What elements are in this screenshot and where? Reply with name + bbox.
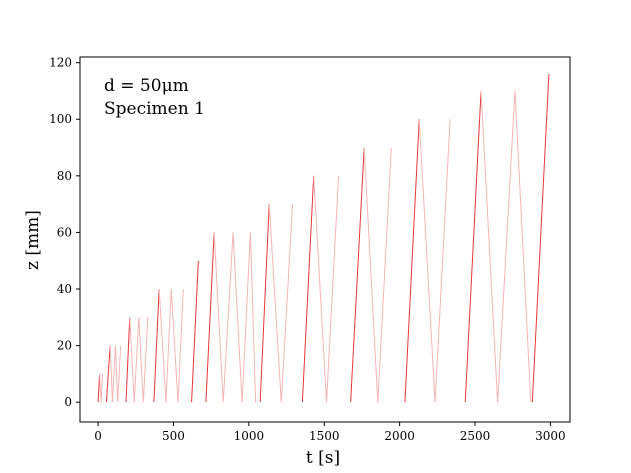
descending-segment-6 <box>313 175 340 403</box>
y-tick-label: 0 <box>64 395 72 409</box>
descending-segment-8 <box>418 119 451 403</box>
descending-segment-3 <box>158 288 184 403</box>
x-tick-label: 3000 <box>535 429 566 443</box>
ascending-segment-2 <box>125 317 131 403</box>
ascending-segment-6 <box>259 204 270 403</box>
ascending-segment-10 <box>464 90 482 403</box>
plot-area <box>79 56 571 423</box>
ascending-segment-4 <box>191 260 199 403</box>
descending-segment-2 <box>129 317 149 403</box>
y-tick-label: 20 <box>57 339 72 353</box>
ascending-segment-11 <box>531 73 550 403</box>
y-tick-label: 60 <box>57 225 72 239</box>
ascending-segment-3 <box>153 288 160 403</box>
ascending-segment-0 <box>97 373 101 403</box>
axes-frame <box>79 56 571 423</box>
annotation-diameter: d = 50μm <box>104 76 189 96</box>
x-tick-label: 500 <box>162 429 185 443</box>
x-tick-label: 1000 <box>234 429 265 443</box>
descending-segment-7 <box>363 147 392 403</box>
ascending-segment-8 <box>350 147 365 403</box>
x-tick-label: 2500 <box>460 429 491 443</box>
annotation-specimen: Specimen 1 <box>104 99 205 119</box>
descending-segment-4 <box>213 232 257 403</box>
y-tick-label: 120 <box>49 56 72 70</box>
y-tick-label: 80 <box>57 169 72 183</box>
ascending-segment-7 <box>301 175 315 403</box>
ticks-layer: 0 500 1000 1500 2000 2500 3000 0 20 40 60 80 100 120 <box>49 56 566 443</box>
ascending-segment-5 <box>205 232 215 403</box>
x-axis-label: t [s] <box>306 448 340 468</box>
x-tick-label: 0 <box>94 429 102 443</box>
x-tick-label: 2000 <box>384 429 415 443</box>
descending-segment-9 <box>480 90 532 403</box>
ascending-segment-9 <box>404 119 420 403</box>
y-axis-label: z [mm] <box>23 210 43 270</box>
descending-segment-1 <box>109 345 122 403</box>
x-tick-label: 1500 <box>309 429 340 443</box>
y-tick-label: 100 <box>49 112 72 126</box>
y-tick-label: 40 <box>57 282 72 296</box>
series-layer <box>97 73 550 403</box>
ascending-segment-1 <box>105 345 111 403</box>
descending-segment-0 <box>99 373 104 403</box>
descending-segment-5 <box>268 204 294 403</box>
